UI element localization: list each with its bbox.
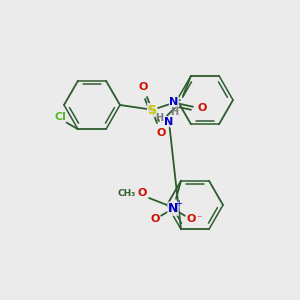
Text: N: N [168,202,178,215]
Text: O: O [186,214,196,224]
Text: O: O [150,214,160,224]
Text: ⁻: ⁻ [196,214,202,224]
Text: O: O [197,103,207,113]
Text: +: + [176,199,182,208]
Text: CH₃: CH₃ [118,190,136,199]
Text: O: O [137,188,147,198]
Text: S: S [148,103,157,116]
Text: H: H [155,113,163,123]
Text: N: N [164,117,174,127]
Text: O: O [138,82,148,92]
Text: Cl: Cl [54,112,66,122]
Text: O: O [156,128,166,138]
Text: N: N [169,97,178,107]
Text: H: H [170,107,178,117]
